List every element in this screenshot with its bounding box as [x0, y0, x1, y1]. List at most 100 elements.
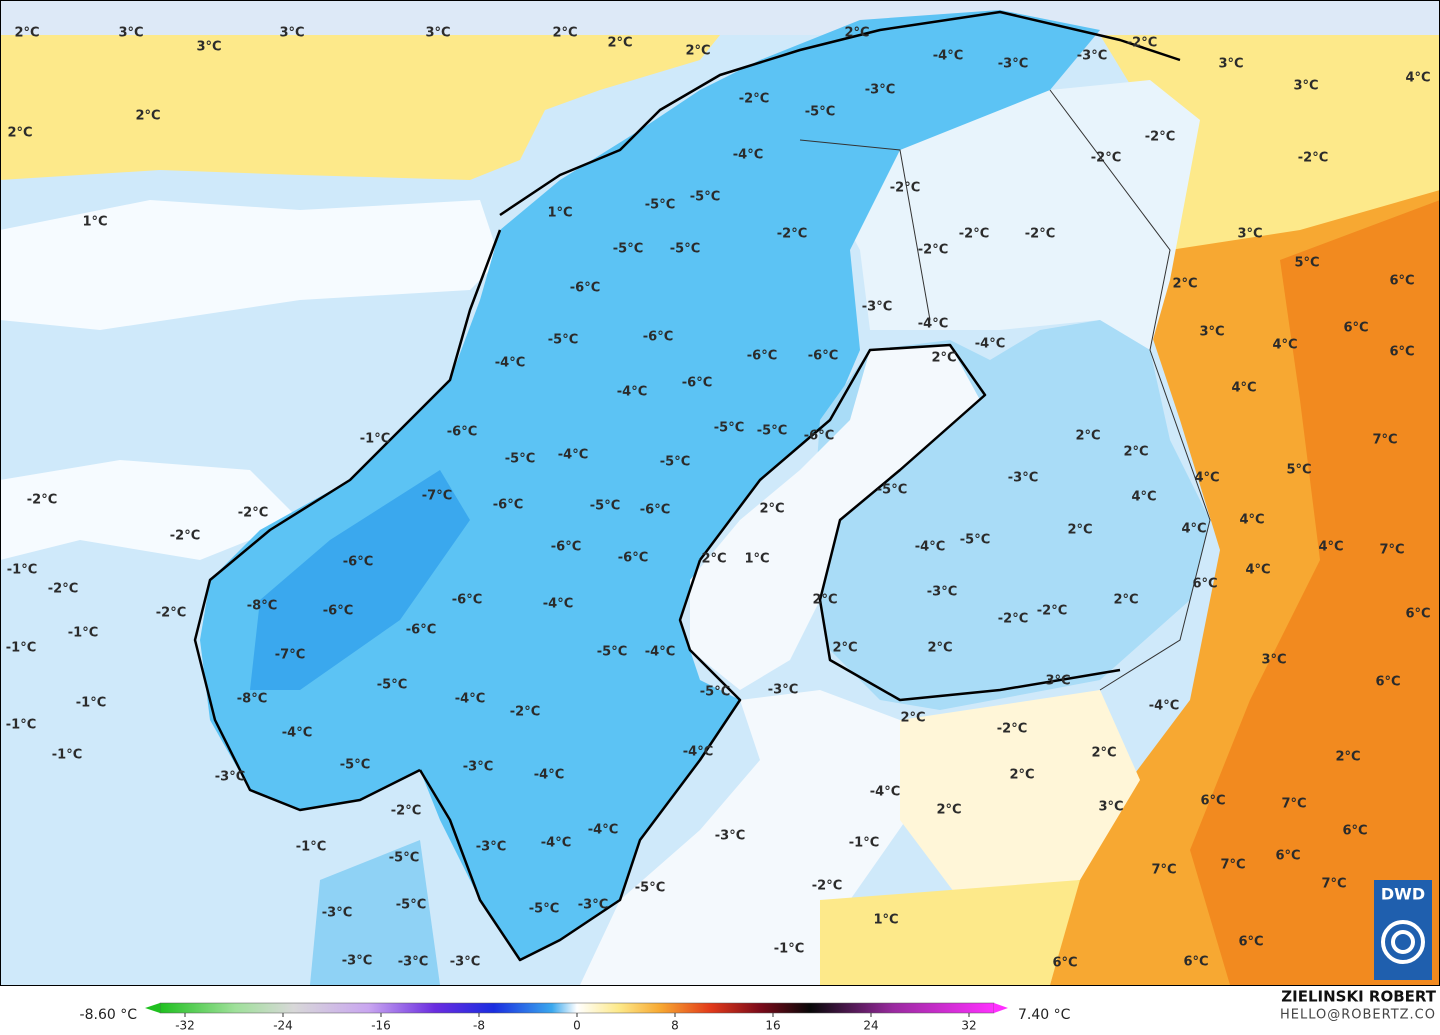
temperature-label: 4°C	[1181, 522, 1206, 537]
temperature-label: -6°C	[493, 498, 523, 513]
temperature-label: -1°C	[7, 563, 37, 578]
temperature-label: 1°C	[873, 913, 898, 928]
logo-swirl	[1381, 920, 1425, 964]
temperature-label: 2°C	[1009, 768, 1034, 783]
temperature-label: -5°C	[340, 758, 370, 773]
temperature-label: -2°C	[156, 606, 186, 621]
temperature-label: 6°C	[1192, 577, 1217, 592]
temperature-label: -3°C	[768, 683, 798, 698]
temperature-label: -4°C	[870, 785, 900, 800]
temperature-label: 2°C	[1172, 277, 1197, 292]
temperature-label: 4°C	[1239, 513, 1264, 528]
temperature-label: -3°C	[865, 83, 895, 98]
map-background	[0, 0, 1440, 986]
temperature-label: 3°C	[1218, 57, 1243, 72]
temperature-label: 2°C	[931, 351, 956, 366]
temperature-label: 6°C	[1389, 345, 1414, 360]
temperature-label: -5°C	[805, 105, 835, 120]
temperature-label: 2°C	[14, 26, 39, 41]
colorbar-gradient	[159, 1002, 995, 1014]
temperature-label: -3°C	[1008, 471, 1038, 486]
temperature-label: -6°C	[570, 281, 600, 296]
colorbar-tick-label: -16	[371, 1019, 391, 1033]
logo-swirl	[1391, 930, 1415, 954]
temperature-label: -4°C	[495, 356, 525, 371]
temperature-label: -2°C	[510, 705, 540, 720]
temperature-label: -2°C	[1091, 151, 1121, 166]
temperature-label: 1°C	[547, 206, 572, 221]
temperature-label: -6°C	[643, 330, 673, 345]
temperature-label: -4°C	[683, 745, 713, 760]
temperature-label: 2°C	[1091, 746, 1116, 761]
temperature-label: -3°C	[1077, 49, 1107, 64]
dwd-logo: DWD	[1374, 880, 1432, 980]
temperature-label: -3°C	[450, 955, 480, 970]
temperature-label: -5°C	[505, 452, 535, 467]
temperature-label: 6°C	[1405, 607, 1430, 622]
colorbar-tick-label: 32	[961, 1019, 976, 1033]
temperature-label: 2°C	[1113, 593, 1138, 608]
temperature-label: -5°C	[548, 333, 578, 348]
temperature-label: 6°C	[1275, 849, 1300, 864]
temperature-label: -1°C	[360, 432, 390, 447]
credit-author: ZIELINSKI ROBERT	[1281, 988, 1436, 1006]
temperature-label: 3°C	[279, 26, 304, 41]
temperature-label: -2°C	[391, 804, 421, 819]
temperature-label: -2°C	[1145, 130, 1175, 145]
colorbar-end	[145, 1003, 160, 1013]
temperature-label: 2°C	[1075, 429, 1100, 444]
colorbar-end	[994, 1003, 1008, 1013]
temperature-label: 6°C	[1238, 935, 1263, 950]
temperature-label: -5°C	[690, 190, 720, 205]
temperature-label: 2°C	[701, 552, 726, 567]
temperature-label: 4°C	[1245, 563, 1270, 578]
temperature-label: -4°C	[915, 540, 945, 555]
temperature-label: -7°C	[422, 489, 452, 504]
temperature-label: -1°C	[6, 718, 36, 733]
temperature-label: 7°C	[1220, 858, 1245, 873]
temperature-label: -4°C	[534, 768, 564, 783]
temperature-label: -4°C	[645, 645, 675, 660]
temperature-label: 2°C	[936, 803, 961, 818]
temperature-label: 2°C	[900, 711, 925, 726]
temperature-label: -4°C	[588, 823, 618, 838]
temperature-label: 7°C	[1372, 433, 1397, 448]
temperature-label: 2°C	[685, 44, 710, 59]
temperature-label: -6°C	[447, 425, 477, 440]
temperature-label: 2°C	[552, 26, 577, 41]
temperature-label: -3°C	[578, 898, 608, 913]
temperature-label: -4°C	[918, 317, 948, 332]
temperature-label: -3°C	[862, 300, 892, 315]
temperature-label: -2°C	[890, 181, 920, 196]
temperature-label: 6°C	[1200, 794, 1225, 809]
temperature-label: -5°C	[377, 678, 407, 693]
temperature-label: 3°C	[118, 26, 143, 41]
temperature-label: -6°C	[640, 503, 670, 518]
temperature-label: -5°C	[960, 533, 990, 548]
temperature-label: -6°C	[808, 349, 838, 364]
temperature-label: 7°C	[1321, 877, 1346, 892]
temperature-label: -4°C	[617, 385, 647, 400]
temperature-label: 3°C	[196, 40, 221, 55]
temperature-label: -5°C	[389, 851, 419, 866]
temperature-label: 2°C	[607, 36, 632, 51]
temperature-label: -4°C	[541, 836, 571, 851]
temperature-label: -2°C	[238, 506, 268, 521]
temperature-label: -8°C	[247, 599, 277, 614]
temperature-label: -4°C	[282, 726, 312, 741]
temperature-label: 7°C	[1151, 863, 1176, 878]
temperature-label: -3°C	[322, 906, 352, 921]
temperature-label: -2°C	[48, 582, 78, 597]
temperature-label: 3°C	[1098, 800, 1123, 815]
temperature-label: -1°C	[296, 840, 326, 855]
temperature-label: -5°C	[645, 198, 675, 213]
temperature-label: -5°C	[714, 421, 744, 436]
temperature-label: 6°C	[1375, 675, 1400, 690]
temperature-label: -3°C	[998, 57, 1028, 72]
temperature-label: -4°C	[733, 148, 763, 163]
temperature-label: -3°C	[927, 585, 957, 600]
temperature-label: -6°C	[406, 623, 436, 638]
colorbar-tick-label: 8	[671, 1019, 679, 1033]
temperature-label: -5°C	[877, 483, 907, 498]
